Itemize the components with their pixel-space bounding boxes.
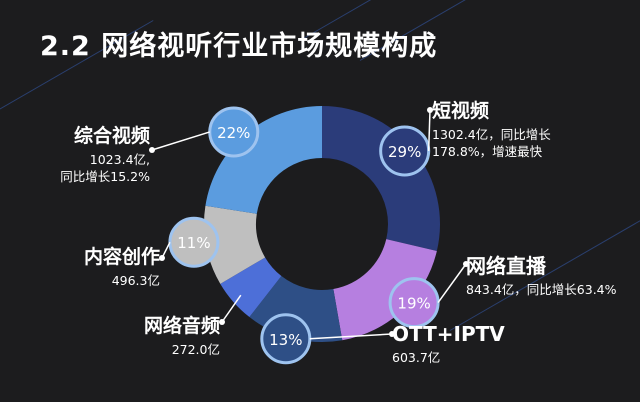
slice-detail: 同比增长15.2% (60, 168, 150, 184)
slice-name: 内容创作 (83, 246, 160, 268)
slice-name: 综合视频 (73, 125, 150, 147)
slice-detail: 843.4亿，同比增长63.4% (466, 282, 617, 297)
label-network-live: 网络直播 843.4亿，同比增长63.4% (466, 253, 617, 299)
slice-detail: 603.7亿 (392, 350, 441, 365)
slice-name: 短视频 (432, 100, 490, 122)
label-short-video: 短视频 1302.4亿，同比增长 178.8%，增速最快 (432, 99, 551, 160)
slice-name: 网络音频 (143, 315, 220, 337)
label-connector (309, 333, 393, 340)
label-connector (437, 263, 467, 304)
donut-slice (203, 205, 266, 284)
slice-name: OTT+IPTV (392, 322, 505, 346)
connector-dot (427, 107, 433, 113)
percent-label: 19% (397, 295, 430, 313)
slice-detail: 178.8%，增速最快 (432, 143, 543, 159)
connector-dot (149, 147, 155, 153)
label-connector (427, 109, 431, 151)
slice-detail: 1023.4亿, (89, 151, 150, 167)
slice-name: 网络直播 (466, 254, 546, 278)
label-connector (221, 294, 242, 323)
donut-slice (322, 106, 440, 252)
slice-detail: 496.3亿 (111, 272, 160, 288)
percent-label: 13% (269, 331, 302, 349)
percent-label: 22% (217, 124, 250, 142)
connector-dot (463, 261, 469, 267)
label-comprehensive-video: 综合视频 1023.4亿, 同比增长15.2% (42, 124, 150, 185)
label-ott-iptv: OTT+IPTV 603.7亿 (392, 321, 505, 367)
percent-label: 11% (177, 234, 210, 252)
label-network-audio: 网络音频 272.0亿 (120, 314, 220, 359)
slice-detail: 272.0亿 (171, 341, 220, 357)
connector-dot (389, 331, 395, 337)
label-connector (151, 131, 210, 151)
donut-slice (333, 239, 437, 341)
connector-dot (159, 255, 165, 261)
page-title: 2.2 网络视听行业市场规模构成 (40, 31, 438, 62)
label-content-creation: 内容创作 496.3亿 (60, 245, 160, 290)
donut-slice (205, 106, 322, 214)
connector-dot (219, 319, 225, 325)
slice-detail: 1302.4亿，同比增长 (432, 126, 551, 142)
percent-label: 29% (388, 143, 421, 161)
